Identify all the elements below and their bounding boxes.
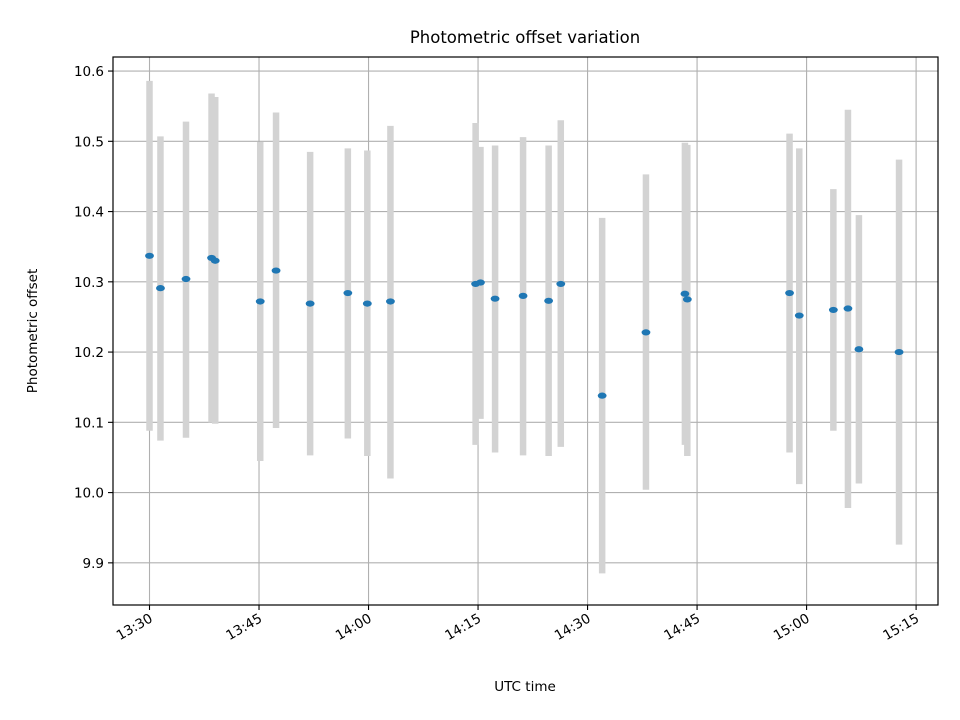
data-point <box>794 312 804 319</box>
data-point <box>210 257 220 264</box>
data-point <box>682 296 692 303</box>
data-point <box>181 275 191 283</box>
x-axis-label: UTC time <box>494 679 556 695</box>
chart-title: Photometric offset variation <box>410 28 640 47</box>
data-point <box>556 280 566 288</box>
data-point <box>362 300 372 307</box>
data-point <box>343 289 353 297</box>
y-tick-label: 9.9 <box>83 556 104 572</box>
y-tick-label: 10.0 <box>74 486 104 502</box>
data-point <box>854 346 864 353</box>
data-point <box>255 298 265 305</box>
data-point <box>597 392 607 399</box>
data-point <box>828 306 838 314</box>
y-axis: 9.9 10.0 10.1 10.2 10.3 10.4 10.5 10.6 <box>74 64 113 572</box>
plot-frame <box>112 56 939 606</box>
y-tick-label: 10.4 <box>74 205 104 221</box>
data-point <box>544 297 554 304</box>
data-point <box>386 298 395 305</box>
y-tick-label: 10.1 <box>74 415 104 431</box>
y-axis-label: Photometric offset <box>25 269 41 393</box>
y-tick-label: 10.3 <box>74 275 104 291</box>
data-point <box>156 285 165 292</box>
data-point <box>476 279 485 286</box>
y-tick-label: 10.5 <box>74 134 104 150</box>
data-point <box>518 292 528 299</box>
y-tick-label: 10.6 <box>74 64 104 80</box>
data-points <box>145 252 904 399</box>
data-point <box>490 295 500 302</box>
data-point <box>305 300 315 307</box>
data-point <box>641 329 651 336</box>
data-point <box>680 290 690 297</box>
data-point <box>894 348 904 356</box>
data-point <box>145 252 154 259</box>
y-tick-label: 10.2 <box>74 345 104 361</box>
data-point <box>271 267 281 274</box>
data-point <box>843 305 853 312</box>
data-point <box>785 289 794 297</box>
